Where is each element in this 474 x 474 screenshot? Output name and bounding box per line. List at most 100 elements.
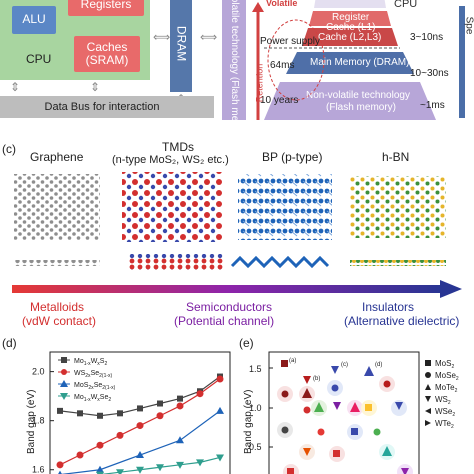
ten-years-label: 10 years bbox=[260, 95, 299, 106]
point-mose2-f bbox=[317, 428, 325, 436]
cpu-dram-arrow: ⟺ bbox=[153, 30, 171, 44]
alu-box: ALU bbox=[12, 6, 56, 34]
speed-10-30-label: 10~30ns bbox=[410, 68, 449, 79]
category-insulators-name: Insulators bbox=[362, 300, 415, 314]
pyramid-dram-tier bbox=[286, 52, 414, 74]
bp-side-view bbox=[230, 255, 330, 269]
tmd-top-lattice bbox=[122, 172, 222, 242]
svg-text:WS2xSe2(1-x): WS2xSe2(1-x) bbox=[74, 370, 113, 379]
point-mos2-e bbox=[287, 468, 294, 474]
legend-mose2-marker bbox=[425, 372, 431, 378]
chart-d-point-series-0 bbox=[77, 410, 83, 417]
chart-e-ylabel: Band gap (eV) bbox=[243, 390, 254, 455]
dram-flash-arrow: ⟺ bbox=[200, 30, 218, 44]
point-mote2 bbox=[350, 402, 360, 412]
chart-d-point-series-0 bbox=[157, 400, 163, 407]
legend-ws2-marker bbox=[425, 396, 431, 402]
category-metalloids-desc: (vdW contact) bbox=[22, 314, 97, 328]
chart-d-point-series-1 bbox=[136, 422, 144, 430]
hbn-top-lattice bbox=[350, 176, 446, 238]
cpu-label: CPU bbox=[26, 52, 52, 66]
category-metalloids-name: Metalloids bbox=[30, 300, 85, 314]
chart-d-point-series-2 bbox=[58, 470, 62, 474]
chart-e-ytick-1.0: 1.0 bbox=[249, 403, 262, 413]
svg-text:Mo1-xWxS2: Mo1-xWxS2 bbox=[74, 358, 107, 367]
databus-box: Data Bus for interaction bbox=[0, 96, 214, 118]
pyramid-cache-tier bbox=[302, 28, 398, 46]
point-ws2-c bbox=[364, 366, 374, 376]
panel-d: (d) Band gap (eV) 2.0 1.8 1.6 Mo1-xWxS2 WS… bbox=[0, 336, 237, 474]
chart-e-ytick-1.5: 1.5 bbox=[249, 364, 262, 374]
graphene-top-lattice bbox=[14, 174, 100, 240]
memory-pyramid bbox=[252, 0, 465, 120]
retention-arrow-head bbox=[252, 2, 264, 12]
point-mos2-d bbox=[333, 450, 340, 457]
point-ws2-d bbox=[382, 446, 392, 456]
chart-e-halos bbox=[277, 376, 413, 474]
register-label: Register bbox=[332, 12, 370, 23]
chart-e-annotations: (a) (b) (c) (d) bbox=[289, 358, 382, 382]
pyramid-flash-tier bbox=[264, 82, 436, 120]
svg-text:Mo1-xWxSe2: Mo1-xWxSe2 bbox=[74, 394, 111, 403]
chart-d-series-line-2 bbox=[60, 410, 221, 474]
crystal-structures bbox=[14, 172, 446, 270]
cpu-fragment-label: CPU bbox=[394, 0, 418, 10]
tmd-side-view bbox=[128, 254, 224, 270]
chart-e-ytick-0.5: 0.5 bbox=[249, 442, 262, 452]
point-mos2 bbox=[281, 360, 288, 367]
legend-mos2-marker bbox=[425, 360, 431, 366]
point-wse2-c bbox=[333, 402, 341, 410]
chart-d-point-series-2 bbox=[136, 451, 144, 459]
vertical-arrow-left: ⇕ bbox=[10, 80, 21, 94]
legend-entry-mowse2: Mo1-xWxSe2 bbox=[58, 393, 111, 403]
caches-label: Caches bbox=[86, 39, 128, 54]
nonvolatile-label: Non-volatile technology bbox=[306, 90, 410, 101]
svg-text:MoS2: MoS2 bbox=[435, 359, 454, 370]
point-mose2-c bbox=[303, 406, 311, 414]
panel-c: (c) Graphene TMDs (n-type MoS₂, WS₂ etc.… bbox=[0, 140, 474, 330]
chart-d-point-series-0 bbox=[57, 407, 63, 414]
chart-d-point-series-1 bbox=[76, 451, 84, 459]
svg-text:MoSe2: MoSe2 bbox=[435, 371, 459, 382]
chart-d-ytick-label: 2.0 bbox=[32, 367, 45, 377]
point-mos2-c bbox=[351, 428, 358, 435]
point-wse2-b bbox=[331, 366, 339, 374]
cache-l1-label: Cache (L1) bbox=[326, 22, 376, 33]
caches-sub-label: (SRAM) bbox=[85, 53, 129, 67]
graphene-side-view bbox=[14, 260, 100, 266]
panel-e: (e) Band gap (eV) 1.5 1.0 0.5 bbox=[237, 336, 474, 474]
chart-d-ylabel: Band gap (eV) bbox=[26, 390, 37, 455]
pyramid-top-tier bbox=[314, 0, 386, 8]
point-mose2-b bbox=[281, 426, 289, 434]
speed-1ms-label: ~1ms bbox=[420, 100, 445, 111]
bp-top-lattice bbox=[238, 174, 332, 240]
svg-text:MoTe2: MoTe2 bbox=[435, 383, 458, 394]
vertical-arrow-center: ⇕ bbox=[90, 80, 101, 94]
chart-e-legend: MoS2 MoSe2 MoTe2 WS2 WSe2 WTe2 bbox=[425, 359, 459, 430]
chart-d-point-series-1 bbox=[176, 402, 184, 410]
svg-text:WTe2: WTe2 bbox=[435, 419, 454, 430]
chart-d-point-series-3 bbox=[96, 471, 104, 474]
panel-b: CPU Volatile Register Cache (L1) Cache (… bbox=[250, 0, 474, 122]
main-memory-label: Main Memory (DRAM) bbox=[310, 57, 410, 68]
panel-c-label: (c) bbox=[2, 142, 16, 156]
speed-3-10-label: 3~10ns bbox=[410, 32, 444, 43]
legend-entry-mosse2: MoS2xSe2(1-x) bbox=[58, 380, 116, 391]
chart-d-point-series-1 bbox=[116, 431, 124, 439]
svg-text:(d): (d) bbox=[375, 362, 382, 368]
chart-d-point-series-0 bbox=[117, 410, 123, 417]
material-graphene-name: Graphene bbox=[30, 150, 84, 164]
chart-d-point-series-0 bbox=[97, 412, 103, 419]
flash-label: Non-volatile technology (Flash memory) bbox=[228, 0, 240, 147]
chart-d-point-series-1 bbox=[96, 441, 104, 449]
band-gap-line-chart: Band gap (eV) 2.0 1.8 1.6 Mo1-xWxS2 WS2xSe… bbox=[26, 351, 231, 474]
point-ws2-b bbox=[314, 402, 324, 412]
point-mose2-e bbox=[383, 380, 391, 388]
material-hbn-name: h-BN bbox=[382, 150, 410, 164]
volatile-ellipse bbox=[267, 19, 325, 101]
cache-l2l3-label: Cache (L2,L3) bbox=[318, 32, 382, 43]
chart-d-point-series-3 bbox=[196, 459, 204, 467]
databus-label: Data Bus for interaction bbox=[44, 100, 160, 113]
material-bp-name: BP (p-type) bbox=[262, 150, 323, 164]
chart-e-plot-frame bbox=[268, 351, 420, 474]
